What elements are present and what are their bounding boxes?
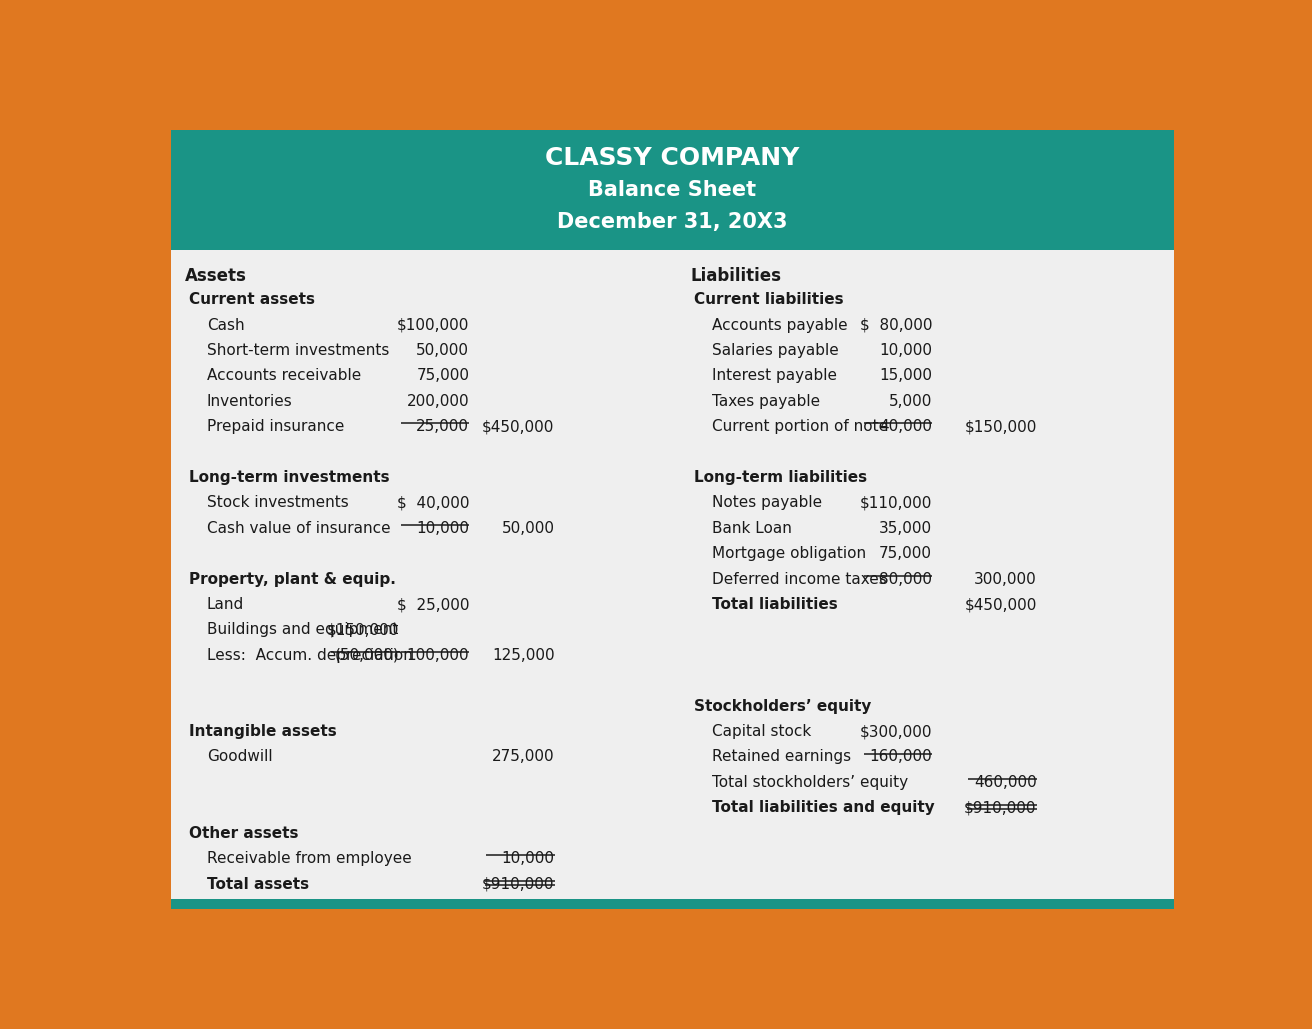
Text: 40,000: 40,000 [879, 419, 932, 434]
Text: Liabilities: Liabilities [690, 267, 781, 285]
Text: 25,000: 25,000 [416, 419, 470, 434]
Text: $910,000: $910,000 [482, 877, 555, 891]
Text: Balance Sheet: Balance Sheet [588, 180, 757, 200]
Text: 15,000: 15,000 [879, 368, 932, 384]
Text: 50,000: 50,000 [416, 343, 470, 358]
Text: $150,000: $150,000 [964, 419, 1036, 434]
Text: Prepaid insurance: Prepaid insurance [206, 419, 344, 434]
Text: Total assets: Total assets [206, 877, 308, 891]
Text: Property, plant & equip.: Property, plant & equip. [189, 572, 396, 587]
Text: $300,000: $300,000 [859, 724, 932, 739]
Text: 50,000: 50,000 [501, 521, 555, 536]
Text: 200,000: 200,000 [407, 394, 470, 409]
Text: $  80,000: $ 80,000 [859, 318, 932, 332]
Text: Mortgage obligation: Mortgage obligation [712, 546, 866, 561]
Text: Salaries payable: Salaries payable [712, 343, 838, 358]
Text: 80,000: 80,000 [879, 572, 932, 587]
Text: Receivable from employee: Receivable from employee [206, 851, 412, 866]
Text: 460,000: 460,000 [974, 775, 1036, 790]
Text: Cash: Cash [206, 318, 244, 332]
Text: Short-term investments: Short-term investments [206, 343, 388, 358]
Text: 10,000: 10,000 [501, 851, 555, 866]
Text: 160,000: 160,000 [870, 749, 932, 765]
Text: $110,000: $110,000 [859, 495, 932, 510]
Text: Land: Land [206, 597, 244, 612]
Text: $450,000: $450,000 [964, 597, 1036, 612]
Text: $150,000: $150,000 [327, 623, 400, 637]
Text: 10,000: 10,000 [879, 343, 932, 358]
Bar [171, 899, 1174, 909]
Bar [171, 131, 1174, 250]
Text: $  25,000: $ 25,000 [396, 597, 470, 612]
Text: Current assets: Current assets [189, 292, 315, 307]
Text: Current portion of note: Current portion of note [712, 419, 888, 434]
Text: Less:  Accum. depreciation: Less: Accum. depreciation [206, 648, 412, 663]
Text: Stockholders’ equity: Stockholders’ equity [694, 699, 871, 714]
Text: Bank Loan: Bank Loan [712, 521, 792, 536]
Text: 100,000: 100,000 [407, 648, 470, 663]
Text: Notes payable: Notes payable [712, 495, 823, 510]
Text: Deferred income taxes: Deferred income taxes [712, 572, 887, 587]
Text: $910,000: $910,000 [964, 801, 1036, 815]
Text: Capital stock: Capital stock [712, 724, 811, 739]
Text: 75,000: 75,000 [879, 546, 932, 561]
Text: 275,000: 275,000 [492, 749, 555, 765]
Text: Cash value of insurance: Cash value of insurance [206, 521, 390, 536]
Text: Total liabilities: Total liabilities [712, 597, 837, 612]
Text: Accounts receivable: Accounts receivable [206, 368, 361, 384]
Text: Total liabilities and equity: Total liabilities and equity [712, 801, 934, 815]
Text: 35,000: 35,000 [879, 521, 932, 536]
Text: December 31, 20X3: December 31, 20X3 [558, 212, 787, 233]
Text: Total stockholders’ equity: Total stockholders’ equity [712, 775, 908, 790]
Text: $450,000: $450,000 [483, 419, 555, 434]
Text: Interest payable: Interest payable [712, 368, 837, 384]
Text: Long-term investments: Long-term investments [189, 470, 390, 485]
Text: 5,000: 5,000 [888, 394, 932, 409]
Text: 125,000: 125,000 [492, 648, 555, 663]
Text: 75,000: 75,000 [416, 368, 470, 384]
Text: Inventories: Inventories [206, 394, 293, 409]
Text: Goodwill: Goodwill [206, 749, 273, 765]
Text: Buildings and equipment: Buildings and equipment [206, 623, 398, 637]
Text: Other assets: Other assets [189, 825, 298, 841]
Text: Accounts payable: Accounts payable [712, 318, 848, 332]
Text: CLASSY COMPANY: CLASSY COMPANY [546, 146, 799, 170]
Text: Taxes payable: Taxes payable [712, 394, 820, 409]
Text: (50,000): (50,000) [335, 648, 400, 663]
Text: Retained earnings: Retained earnings [712, 749, 851, 765]
Text: Stock investments: Stock investments [206, 495, 349, 510]
Text: Long-term liabilities: Long-term liabilities [694, 470, 867, 485]
Text: $  40,000: $ 40,000 [396, 495, 470, 510]
Text: $100,000: $100,000 [398, 318, 470, 332]
Text: 10,000: 10,000 [416, 521, 470, 536]
Text: Intangible assets: Intangible assets [189, 724, 337, 739]
Text: Current liabilities: Current liabilities [694, 292, 844, 307]
Text: 300,000: 300,000 [974, 572, 1036, 587]
Text: Assets: Assets [185, 267, 247, 285]
